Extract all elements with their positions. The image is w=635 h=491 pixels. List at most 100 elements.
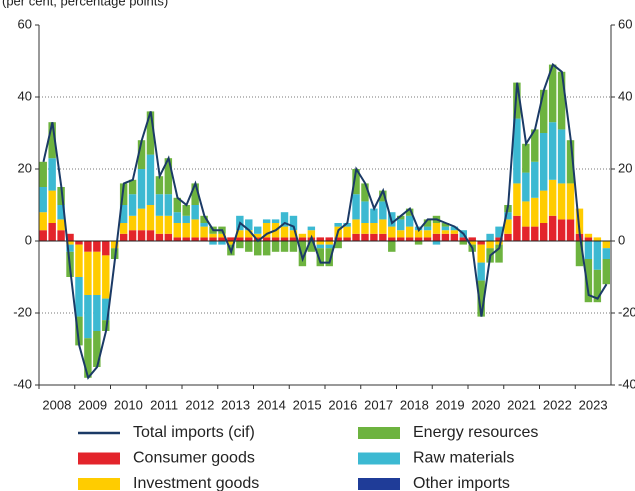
- legend-label: Consumer goods: [133, 450, 255, 467]
- bar-segment: [405, 237, 414, 241]
- bar-segment: [254, 226, 262, 234]
- bar-segment: [584, 259, 593, 303]
- bar-segment: [218, 237, 226, 241]
- bar-segment: [566, 183, 575, 220]
- y2-tick-label: 0: [618, 232, 625, 247]
- bar-segment: [423, 230, 432, 238]
- bar-segment: [397, 237, 405, 241]
- bar-segment: [423, 226, 432, 231]
- bar-segment: [548, 215, 557, 241]
- bar-segment: [191, 183, 199, 205]
- bar-segment: [548, 64, 557, 123]
- bar-segment: [325, 248, 333, 267]
- bar-segment: [307, 230, 316, 238]
- bar-segment: [57, 230, 65, 241]
- bar-segment: [245, 241, 253, 252]
- bar-segment: [593, 237, 602, 241]
- bar-segment: [93, 241, 101, 252]
- x-tick-label: 2012: [185, 397, 214, 412]
- bar-segment: [531, 129, 539, 162]
- bar-segment: [236, 241, 244, 249]
- x-tick-label: 2020: [471, 397, 500, 412]
- bar-segment: [414, 237, 423, 241]
- legend-swatch: [358, 427, 400, 439]
- bar-segment: [84, 251, 92, 295]
- bar-segment: [441, 230, 450, 234]
- bar-segment: [236, 230, 244, 238]
- bar-segment: [513, 82, 521, 119]
- bar-segment: [280, 241, 289, 252]
- bar-segment: [227, 241, 235, 245]
- bar-segment: [495, 241, 503, 245]
- legend-swatch: [358, 478, 400, 490]
- chart-subtitle: (per cent, percentage points): [2, 0, 168, 8]
- bar-segment: [361, 223, 369, 234]
- bar-segment: [137, 169, 146, 209]
- bar-segment: [119, 205, 128, 223]
- bar-segment: [146, 230, 155, 241]
- bar-segment: [352, 219, 360, 234]
- bar-segment: [370, 223, 378, 234]
- bar-segment: [316, 248, 324, 267]
- bar-segment: [280, 226, 289, 238]
- bar-segment: [584, 237, 593, 241]
- bar-segment: [84, 295, 92, 339]
- x-tick-label: 2014: [257, 397, 286, 412]
- bar-segment: [397, 215, 405, 220]
- bar-segment: [504, 233, 512, 241]
- bar-segment: [531, 226, 539, 241]
- bar-segment: [575, 241, 584, 267]
- bar-segment: [200, 215, 208, 223]
- bar-segment: [361, 201, 369, 223]
- y2-tick-label: 60: [618, 16, 632, 31]
- bar-segment: [200, 237, 208, 241]
- bar-segment: [191, 205, 199, 220]
- bar-segment: [352, 233, 360, 241]
- x-tick-label: 2019: [436, 397, 465, 412]
- bar-segment: [164, 194, 173, 216]
- bar-segment: [343, 237, 351, 241]
- bar-segment: [57, 205, 65, 220]
- bar-segment: [540, 133, 548, 191]
- bar-segment: [593, 241, 602, 270]
- bar-segment: [531, 161, 539, 198]
- bar-segment: [441, 223, 450, 227]
- bar-segment: [566, 140, 575, 184]
- legend-label: Other imports: [413, 475, 510, 491]
- bar-segment: [173, 197, 181, 213]
- bar-segment: [200, 226, 208, 238]
- bar-segment: [57, 187, 65, 205]
- bar-segment: [531, 197, 539, 227]
- bar-segment: [75, 241, 83, 245]
- bar-segment: [459, 241, 467, 245]
- y2-tick-label: 40: [618, 88, 632, 103]
- bar-segment: [39, 161, 47, 187]
- y-tick-label: -40: [13, 376, 32, 391]
- bar-segment: [548, 179, 557, 216]
- bar-segment: [316, 237, 324, 241]
- bar-segment: [334, 241, 342, 249]
- bar-segment: [93, 295, 101, 331]
- bar-segment: [379, 201, 387, 220]
- bar-segment: [155, 176, 164, 195]
- bar-segment: [289, 215, 298, 231]
- bar-segment: [504, 212, 512, 220]
- bar-segment: [218, 241, 226, 245]
- bar-segment: [495, 244, 503, 263]
- bar-segment: [557, 183, 566, 220]
- bar-segment: [423, 219, 432, 227]
- bar-segment: [289, 237, 298, 241]
- bar-segment: [361, 183, 369, 202]
- bar-segment: [128, 179, 137, 195]
- bar-segment: [602, 241, 610, 249]
- bar-segment: [307, 241, 316, 252]
- y2-tick-label: -20: [618, 304, 635, 319]
- y2-tick-label: 20: [618, 160, 632, 175]
- bar-segment: [209, 241, 217, 245]
- bar-segment: [262, 241, 271, 256]
- bar-segment: [191, 219, 199, 238]
- bar-segment: [325, 237, 333, 241]
- bar-segment: [486, 233, 494, 241]
- bar-segment: [441, 226, 450, 231]
